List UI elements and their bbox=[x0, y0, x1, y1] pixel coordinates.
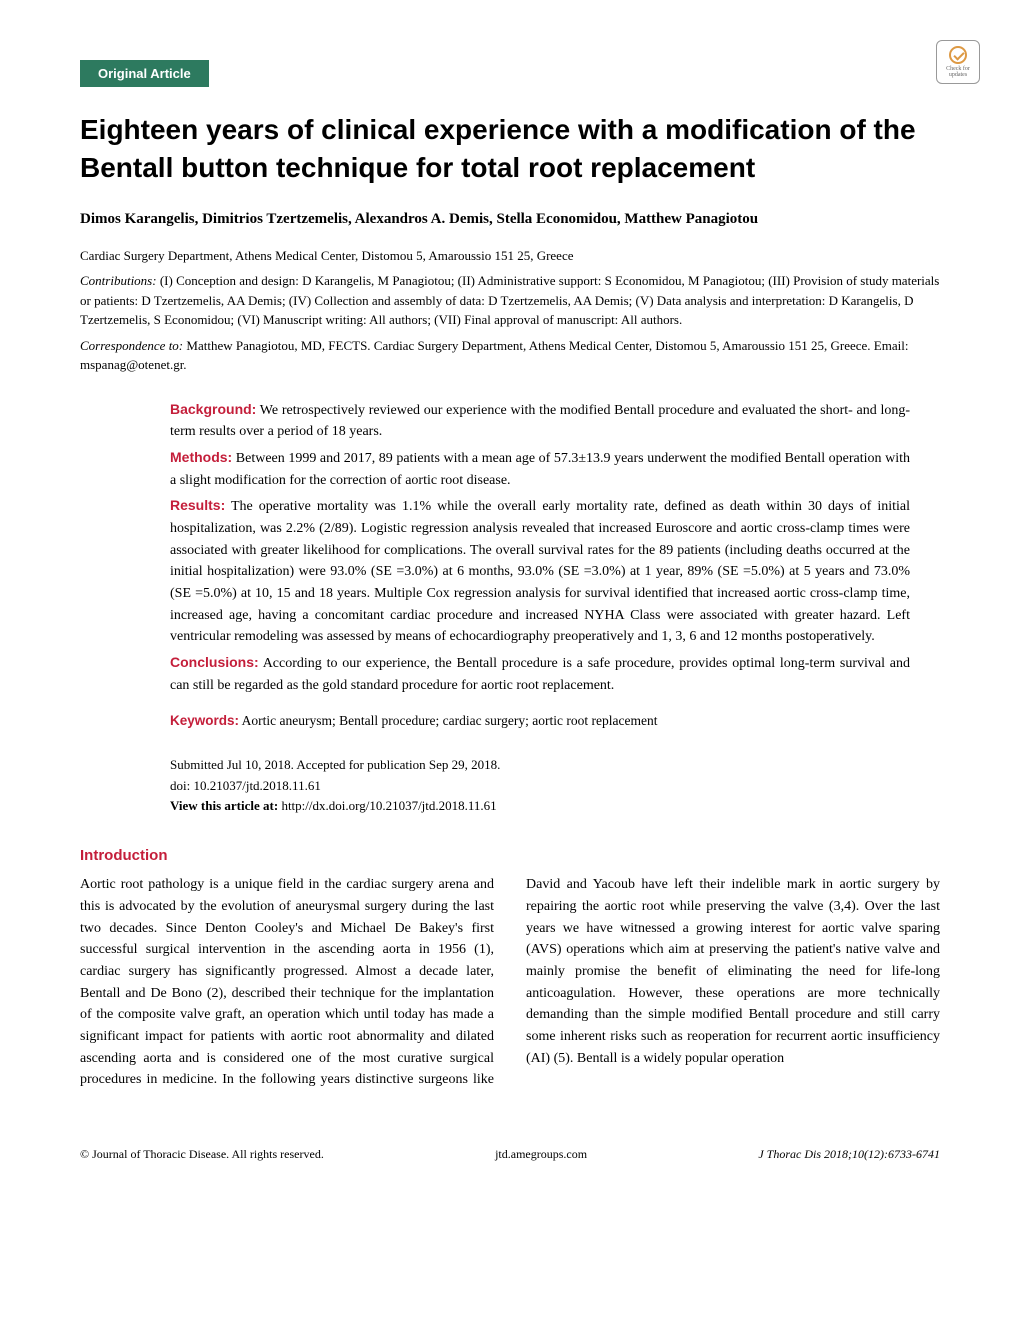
article-title: Eighteen years of clinical experience wi… bbox=[80, 111, 940, 187]
footer-right: J Thorac Dis 2018;10(12):6733-6741 bbox=[758, 1147, 940, 1162]
abstract-results: Results: The operative mortality was 1.1… bbox=[170, 495, 910, 648]
introduction-heading: Introduction bbox=[80, 847, 940, 864]
footer-center: jtd.amegroups.com bbox=[495, 1147, 587, 1162]
contributions-label: Contributions: bbox=[80, 273, 157, 288]
abstract-conclusions: Conclusions: According to our experience… bbox=[170, 652, 910, 696]
meta-block: Submitted Jul 10, 2018. Accepted for pub… bbox=[170, 755, 940, 817]
keywords-heading: Keywords: bbox=[170, 713, 239, 728]
conclusions-text: According to our experience, the Bentall… bbox=[170, 656, 910, 693]
authors-line: Dimos Karangelis, Dimitrios Tzertzemelis… bbox=[80, 211, 940, 228]
abstract-methods: Methods: Between 1999 and 2017, 89 patie… bbox=[170, 447, 910, 491]
view-article-line: View this article at: http://dx.doi.org/… bbox=[170, 796, 940, 817]
doi-line: doi: 10.21037/jtd.2018.11.61 bbox=[170, 776, 940, 797]
view-url: http://dx.doi.org/10.21037/jtd.2018.11.6… bbox=[278, 798, 496, 813]
view-label: View this article at: bbox=[170, 798, 278, 813]
methods-heading: Methods: bbox=[170, 449, 232, 465]
background-text: We retrospectively reviewed our experien… bbox=[170, 403, 910, 440]
conclusions-heading: Conclusions: bbox=[170, 654, 259, 670]
contributions: Contributions: (I) Conception and design… bbox=[80, 271, 940, 330]
methods-text: Between 1999 and 2017, 89 patients with … bbox=[170, 451, 910, 488]
check-icon bbox=[949, 46, 967, 64]
introduction-body: Aortic root pathology is a unique field … bbox=[80, 874, 940, 1091]
abstract-block: Background: We retrospectively reviewed … bbox=[170, 399, 910, 731]
article-type-badge: Original Article bbox=[80, 60, 209, 87]
check-badge-text2: updates bbox=[949, 72, 967, 78]
contributions-text: (I) Conception and design: D Karangelis,… bbox=[80, 273, 939, 327]
check-updates-badge[interactable]: Check for updates bbox=[936, 40, 980, 84]
keywords-text: Aortic aneurysm; Bentall procedure; card… bbox=[239, 713, 657, 728]
background-heading: Background: bbox=[170, 401, 256, 417]
page-footer: © Journal of Thoracic Disease. All right… bbox=[80, 1139, 940, 1162]
abstract-background: Background: We retrospectively reviewed … bbox=[170, 399, 910, 443]
correspondence-text: Matthew Panagiotou, MD, FECTS. Cardiac S… bbox=[80, 338, 908, 373]
keywords-line: Keywords: Aortic aneurysm; Bentall proce… bbox=[170, 711, 910, 731]
submitted-line: Submitted Jul 10, 2018. Accepted for pub… bbox=[170, 755, 940, 776]
correspondence-label: Correspondence to: bbox=[80, 338, 183, 353]
correspondence: Correspondence to: Matthew Panagiotou, M… bbox=[80, 336, 940, 375]
footer-left: © Journal of Thoracic Disease. All right… bbox=[80, 1147, 324, 1162]
results-heading: Results: bbox=[170, 497, 225, 513]
results-text: The operative mortality was 1.1% while t… bbox=[170, 499, 910, 644]
affiliation: Cardiac Surgery Department, Athens Medic… bbox=[80, 246, 940, 266]
